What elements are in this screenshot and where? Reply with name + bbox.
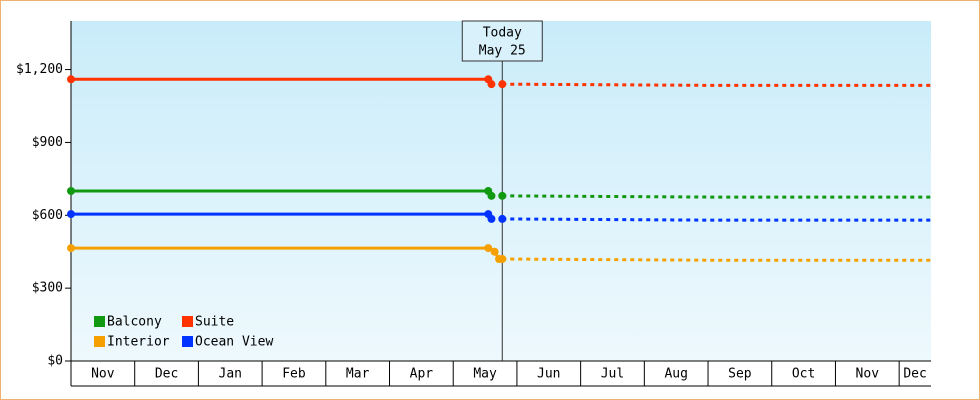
point: [487, 191, 496, 200]
x-tick-label: Oct: [792, 367, 815, 382]
x-tick-label: Aug: [664, 367, 687, 382]
x-tick-label: May: [473, 367, 497, 382]
x-tick-label: Mar: [346, 367, 370, 382]
y-tick-label: $600: [32, 208, 63, 223]
x-tick-label: Nov: [856, 367, 880, 382]
legend-label: Balcony: [107, 315, 162, 330]
forecast-line: [502, 217, 931, 222]
today-box: [461, 20, 543, 62]
point: [67, 75, 75, 84]
point: [498, 80, 507, 89]
point: [487, 80, 496, 89]
point: [67, 187, 75, 195]
x-tick-label: Dec: [903, 367, 926, 382]
legend-swatch: [182, 336, 193, 347]
x-tick-label: Nov: [91, 367, 115, 382]
point: [498, 255, 507, 263]
x-tick-label: Apr: [410, 367, 434, 382]
y-tick-label: $900: [32, 135, 63, 150]
x-tick-label: Sep: [728, 367, 752, 382]
y-tick-label: $0: [47, 354, 63, 369]
legend-label: Suite: [195, 315, 234, 330]
forecast-line: [502, 82, 931, 87]
point: [498, 214, 507, 223]
x-tick-label: Jan: [219, 367, 242, 382]
forecast-line: [502, 194, 931, 199]
y-tick-label: $1,200: [16, 62, 63, 77]
point: [484, 244, 493, 253]
today-label: Today: [483, 26, 522, 41]
point: [67, 244, 75, 253]
legend-swatch: [182, 316, 193, 327]
legend-label: Interior: [107, 335, 170, 350]
forecast-line: [502, 257, 931, 262]
legend-swatch: [94, 316, 105, 327]
x-tick-label: Feb: [282, 367, 306, 382]
y-tick-label: $300: [32, 281, 63, 296]
point: [490, 247, 499, 256]
point: [498, 191, 507, 200]
legend-label: Ocean View: [195, 335, 273, 350]
point: [67, 210, 75, 219]
x-tick-label: Jun: [537, 367, 560, 382]
point: [487, 214, 496, 223]
today-label: May 25: [479, 44, 526, 59]
x-tick-label: Dec: [155, 367, 178, 382]
legend-swatch: [94, 336, 105, 347]
x-tick-label: Jul: [601, 367, 624, 382]
